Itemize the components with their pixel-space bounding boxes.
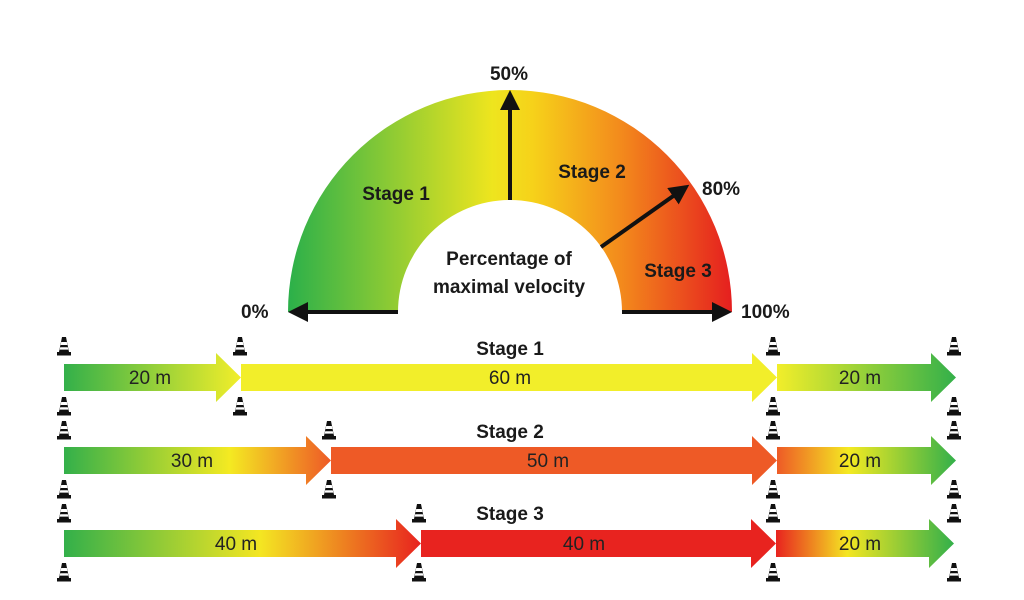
zone-label-stage1: Stage 1 xyxy=(362,184,430,205)
cone-icon xyxy=(57,563,71,582)
cone-icon xyxy=(322,480,336,499)
cone-icon xyxy=(766,337,780,356)
cone-icon xyxy=(947,504,961,523)
segment-arrow-3 xyxy=(777,436,956,485)
gauge-arrow-80 xyxy=(599,184,690,249)
cone-icon xyxy=(766,421,780,440)
gauge-title-line2: maximal velocity xyxy=(433,277,586,298)
segment-arrow-3 xyxy=(776,519,954,568)
cone-icon xyxy=(412,504,426,523)
segment-arrow-1 xyxy=(64,353,241,402)
tick-label-100: 100% xyxy=(741,302,790,323)
segment-arrow-2 xyxy=(421,519,776,568)
cone-icon xyxy=(947,563,961,582)
segment-label: 40 m xyxy=(563,534,605,555)
zone-label-stage3: Stage 3 xyxy=(644,261,712,282)
stage-title: Stage 3 xyxy=(476,504,544,525)
segment-arrow-1 xyxy=(64,436,331,485)
cone-icon xyxy=(947,397,961,416)
cone-icon xyxy=(233,397,247,416)
cone-icon xyxy=(57,421,71,440)
cone-icon xyxy=(766,480,780,499)
cone-icon xyxy=(57,480,71,499)
cone-icon xyxy=(233,337,247,356)
segment-label: 40 m xyxy=(215,534,257,555)
cone-icon xyxy=(322,421,336,440)
zone-label-stage2: Stage 2 xyxy=(558,162,626,183)
stage-title: Stage 2 xyxy=(476,422,544,443)
segment-arrow-3 xyxy=(777,353,956,402)
stage-row-2: Stage 2 30 m 50 m 20 m xyxy=(57,421,961,499)
cone-icon xyxy=(57,397,71,416)
cone-icon xyxy=(766,563,780,582)
cone-icon xyxy=(766,504,780,523)
segment-label: 50 m xyxy=(527,451,569,472)
segment-label: 20 m xyxy=(839,451,881,472)
tick-label-80: 80% xyxy=(702,179,740,200)
stage-row-3: Stage 3 40 m 40 m 20 m xyxy=(57,504,961,582)
segment-arrow-2 xyxy=(241,353,777,402)
cone-icon xyxy=(412,563,426,582)
cone-icon xyxy=(766,397,780,416)
cone-icon xyxy=(947,480,961,499)
segment-label: 20 m xyxy=(839,368,881,389)
cone-icon xyxy=(57,337,71,356)
tick-label-0: 0% xyxy=(241,302,269,323)
velocity-gauge: 50% 80% 0% 100% Stage 1 Stage 2 Stage 3 … xyxy=(241,64,790,323)
segment-arrow-2 xyxy=(331,436,777,485)
stage-title: Stage 1 xyxy=(476,339,544,360)
stage-row-1: Stage 1 20 m 60 m 20 m xyxy=(57,337,961,416)
gauge-title-line1: Percentage of xyxy=(446,249,572,270)
cone-icon xyxy=(947,337,961,356)
cone-icon xyxy=(57,504,71,523)
segment-arrow-1 xyxy=(64,519,421,568)
tick-label-50: 50% xyxy=(490,64,528,85)
segment-label: 20 m xyxy=(839,534,881,555)
cone-icon xyxy=(947,421,961,440)
segment-label: 30 m xyxy=(171,451,213,472)
segment-label: 20 m xyxy=(129,368,171,389)
gauge-arc xyxy=(288,90,732,312)
segment-label: 60 m xyxy=(489,368,531,389)
